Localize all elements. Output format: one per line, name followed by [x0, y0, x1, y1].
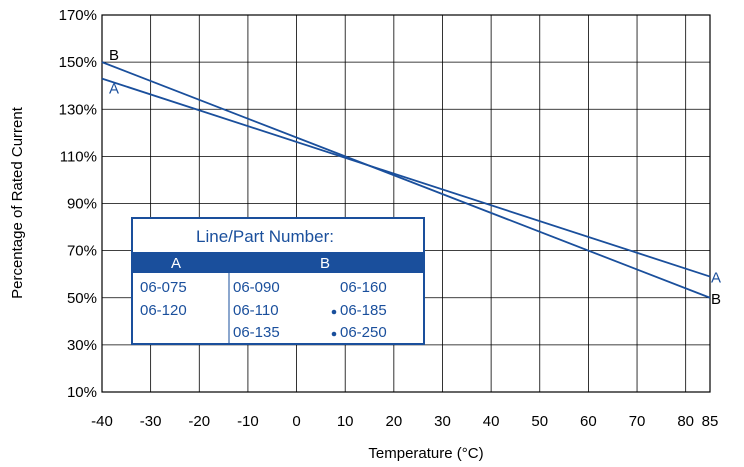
y-axis-label: Percentage of Rated Current [9, 106, 26, 299]
bullet-icon [331, 309, 337, 315]
y-tick-label: 110% [60, 148, 97, 165]
series-label-left-a: A [109, 81, 119, 98]
legend-part-b: 06-090 [233, 279, 280, 296]
legend-header-b: B [320, 255, 330, 272]
x-axis-label: Temperature (°C) [368, 445, 483, 462]
y-tick-label: 10% [67, 384, 97, 401]
legend-frame [131, 217, 425, 345]
y-tick-label: 90% [67, 196, 97, 213]
x-tick-label: 30 [434, 413, 451, 430]
x-tick-label: 40 [483, 413, 500, 430]
legend-part-b: 06-185 [340, 302, 387, 319]
legend-part-a: 06-120 [140, 302, 187, 319]
x-tick-label: 85 [702, 413, 719, 430]
series-label-right-b: B [711, 291, 721, 308]
x-tick-label: 50 [531, 413, 548, 430]
legend-cells: 06-075 06-120 06-090 06-110 06-135 06-160 06-1… [140, 279, 387, 341]
y-tick-label: 70% [67, 243, 97, 260]
series-label-right-a: A [711, 270, 721, 287]
x-tick-label: 20 [385, 413, 402, 430]
legend-part-b: 06-160 [340, 279, 387, 296]
series-line-b [101, 61, 711, 299]
x-tick-labels: -40 -30 -20 -10 0 10 20 30 40 50 60 70 80 85 [91, 413, 718, 430]
y-tick-label: 50% [67, 290, 97, 307]
x-tick-label: -20 [188, 413, 210, 430]
x-tick-label: -40 [91, 413, 113, 430]
y-tick-label: 130% [59, 101, 97, 118]
x-tick-label: 10 [337, 413, 354, 430]
x-tick-label: -30 [140, 413, 162, 430]
legend-header-a: A [171, 255, 181, 272]
legend-title: Line/Part Number: [196, 227, 334, 246]
legend-part-b: 06-250 [340, 324, 387, 341]
bullet-icon [331, 331, 337, 337]
y-tick-labels: 10% 30% 50% 70% 90% 110% 130% 150% 170% [59, 7, 97, 401]
legend-box: Line/Part Number: A B 06-075 06-120 06-090… [131, 217, 425, 345]
x-tick-label: -10 [237, 413, 259, 430]
series-label-left-b: B [109, 47, 119, 64]
y-tick-label: 170% [59, 7, 97, 24]
legend-part-a: 06-075 [140, 279, 187, 296]
legend-header-bar [133, 252, 423, 273]
series-line-a [101, 77, 711, 278]
legend-part-b: 06-135 [233, 324, 280, 341]
x-tick-label: 70 [629, 413, 646, 430]
x-tick-label: 60 [580, 413, 597, 430]
plot-frame [101, 14, 711, 393]
legend-part-b: 06-110 [233, 302, 279, 319]
y-tick-label: 150% [59, 54, 97, 71]
x-tick-label: 0 [292, 413, 300, 430]
x-tick-label: 80 [677, 413, 694, 430]
y-tick-label: 30% [67, 337, 97, 354]
